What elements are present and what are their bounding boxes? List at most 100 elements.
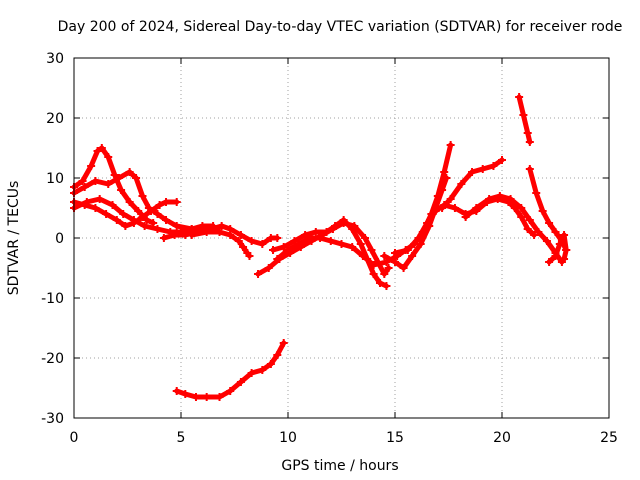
data-point <box>162 216 171 224</box>
x-tick-label: 15 <box>386 430 404 446</box>
data-point <box>369 261 378 269</box>
data-point <box>551 228 560 236</box>
data-point <box>226 231 235 239</box>
data-point <box>391 249 399 257</box>
series-trace-j <box>380 174 451 272</box>
data-point <box>155 201 164 209</box>
data-point <box>485 195 494 203</box>
data-point <box>555 240 564 248</box>
data-point <box>431 207 440 215</box>
x-tick-label: 10 <box>279 430 297 446</box>
data-point <box>542 237 551 245</box>
data-point <box>530 231 539 239</box>
data-point <box>538 207 547 215</box>
data-point <box>551 252 560 260</box>
data-point <box>438 186 447 194</box>
data-point <box>495 192 504 200</box>
data-point <box>367 246 376 254</box>
data-point <box>114 174 123 182</box>
data-point <box>269 246 278 254</box>
data-point <box>132 174 141 182</box>
data-point <box>523 225 532 233</box>
data-point <box>414 234 423 242</box>
data-point <box>159 234 168 242</box>
data-point <box>438 204 447 212</box>
data-point <box>104 153 113 161</box>
data-point <box>138 213 147 221</box>
data-point <box>326 237 335 245</box>
data-point <box>279 243 288 251</box>
y-axis-label: SDTVAR / TECUs <box>6 181 22 296</box>
data-point <box>337 240 346 248</box>
data-point <box>162 198 171 206</box>
data-point <box>403 246 412 254</box>
grid <box>74 58 609 418</box>
data-point <box>134 207 143 215</box>
data-point <box>457 180 466 188</box>
series-line <box>71 145 156 226</box>
y-tick-label: 30 <box>46 51 64 67</box>
data-point <box>416 240 425 248</box>
data-point <box>121 222 130 230</box>
data-point <box>380 252 389 260</box>
data-point <box>361 234 370 242</box>
data-point <box>532 189 541 197</box>
data-point <box>461 213 470 221</box>
data-point <box>129 216 138 224</box>
data-point <box>78 177 87 185</box>
data-point <box>273 351 282 359</box>
data-point <box>279 339 288 347</box>
data-point <box>560 255 569 263</box>
data-point <box>273 234 282 242</box>
data-point <box>108 201 117 209</box>
data-point <box>408 252 417 260</box>
data-point <box>181 390 190 398</box>
data-point <box>215 228 224 236</box>
data-point <box>356 240 365 248</box>
data-point <box>348 225 357 233</box>
data-point <box>525 216 534 224</box>
data-point <box>258 240 267 248</box>
data-point <box>245 252 254 260</box>
y-tick-label: -10 <box>41 291 64 307</box>
data-point <box>217 222 226 230</box>
data-point <box>102 210 111 218</box>
data-point <box>172 222 181 230</box>
data-point <box>104 180 113 188</box>
data-point <box>468 168 477 176</box>
series-trace-n <box>515 93 534 146</box>
data-point <box>97 144 106 152</box>
data-point <box>119 210 128 218</box>
x-axis-label: GPS time / hours <box>281 458 398 474</box>
data-point <box>380 270 389 278</box>
data-point <box>254 270 263 278</box>
data-point <box>376 279 385 287</box>
data-point <box>258 366 267 374</box>
data-point <box>236 231 245 239</box>
data-point <box>202 228 211 236</box>
data-point <box>369 270 378 278</box>
data-point <box>517 204 526 212</box>
data-point <box>305 234 314 242</box>
data-point <box>560 231 569 239</box>
data-point <box>140 222 149 230</box>
data-point <box>446 141 455 149</box>
data-point <box>523 129 532 137</box>
data-point <box>562 246 571 254</box>
data-point <box>234 237 243 245</box>
series-trace-m <box>461 192 566 266</box>
data-point <box>226 387 235 395</box>
data-point <box>87 162 96 170</box>
plot-area <box>70 93 571 401</box>
data-point <box>358 252 367 260</box>
data-point <box>322 228 331 236</box>
series-trace-f <box>187 228 254 260</box>
series-line <box>516 94 533 145</box>
series-trace-a <box>70 144 158 227</box>
data-point <box>93 147 102 155</box>
x-tick-label: 0 <box>70 430 79 446</box>
data-point <box>525 165 534 173</box>
y-tick-label: 0 <box>55 231 64 247</box>
data-point <box>442 174 451 182</box>
